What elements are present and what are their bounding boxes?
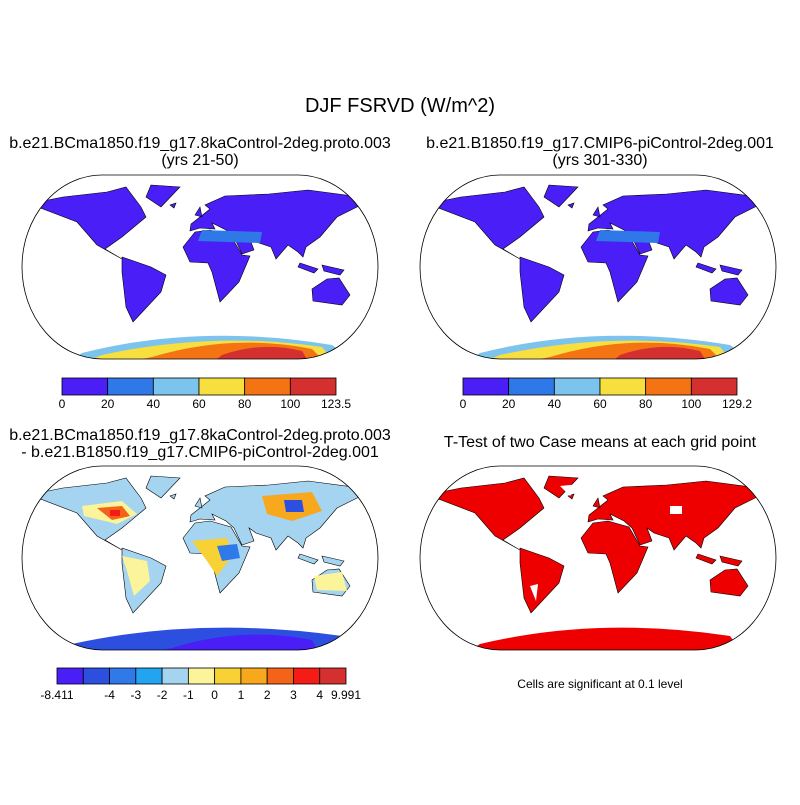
colorbar-label: 60 [192, 397, 206, 411]
colorbar-box [56, 667, 84, 685]
panel-title: b.e21.B1850.f19_g17.CMIP6-piControl-2deg… [426, 135, 774, 152]
colorbar-label: 129.2 [722, 397, 752, 411]
colorbar-box [82, 667, 110, 685]
colorbar-box [198, 377, 246, 396]
colorbar-label: 123.5 [321, 397, 351, 411]
colorbar-box [690, 377, 738, 396]
colorbar-label: 0 [59, 397, 66, 411]
colorbar-label: 60 [593, 397, 607, 411]
colorbar-label: 4 [316, 688, 323, 702]
colorbar-box [645, 377, 692, 396]
colorbar-label: -3 [130, 688, 141, 702]
colorbar-box [152, 377, 200, 396]
colorbar-label: 80 [639, 397, 653, 411]
colorbar-box [244, 377, 291, 396]
colorbar-box [61, 377, 109, 396]
colorbar-box [187, 667, 216, 685]
panel-title: - b.e21.B1850.f19_g17.CMIP6-piControl-2d… [21, 444, 379, 461]
panel-title: b.e21.BCma1850.f19_g17.8kaControl-2deg.p… [9, 427, 391, 444]
colorbar-box [135, 667, 163, 685]
colorbar-label: 3 [290, 688, 297, 702]
panel-title: (yrs 21-50) [161, 152, 238, 169]
colorbar-label: 40 [147, 397, 161, 411]
colorbar-label: 20 [101, 397, 115, 411]
colorbar-label: 0 [211, 688, 218, 702]
colorbar-label: 9.991 [331, 688, 361, 702]
colorbar-label: 100 [280, 397, 300, 411]
colorbar-box [553, 377, 601, 396]
map [21, 174, 379, 360]
map [419, 174, 777, 360]
colorbar-box [109, 667, 137, 685]
colorbar-box [599, 377, 647, 396]
colorbar-label: -1 [183, 688, 194, 702]
colorbar-box [214, 667, 242, 685]
colorbar-label: 100 [681, 397, 701, 411]
colorbar-label: 0 [460, 397, 467, 411]
colorbar-label: 20 [502, 397, 516, 411]
panel-title: b.e21.BCma1850.f19_g17.8kaControl-2deg.p… [9, 135, 391, 152]
colorbar-box [293, 667, 321, 685]
colorbar-label: 40 [548, 397, 562, 411]
colorbar-box [240, 667, 268, 685]
map [419, 465, 777, 651]
colorbar-box [289, 377, 337, 396]
colorbar-box [266, 667, 294, 685]
colorbar-box [319, 667, 347, 685]
colorbar-label: -2 [157, 688, 168, 702]
colorbar-label: 80 [238, 397, 252, 411]
panel-title: T-Test of two Case means at each grid po… [444, 434, 757, 451]
map [21, 465, 379, 651]
figure-title: DJF FSRVD (W/m^2) [305, 95, 495, 117]
colorbar-box [462, 377, 510, 396]
panel-note: Cells are significant at 0.1 level [517, 677, 682, 691]
colorbar-label: 2 [264, 688, 271, 702]
colorbar-label: -8.411 [40, 688, 73, 702]
panel-title: (yrs 301-330) [552, 152, 647, 169]
colorbar-box [508, 377, 555, 396]
colorbar-label: -4 [104, 688, 115, 702]
colorbar-box [107, 377, 154, 396]
colorbar-box [161, 667, 189, 685]
colorbar-label: 1 [238, 688, 245, 702]
